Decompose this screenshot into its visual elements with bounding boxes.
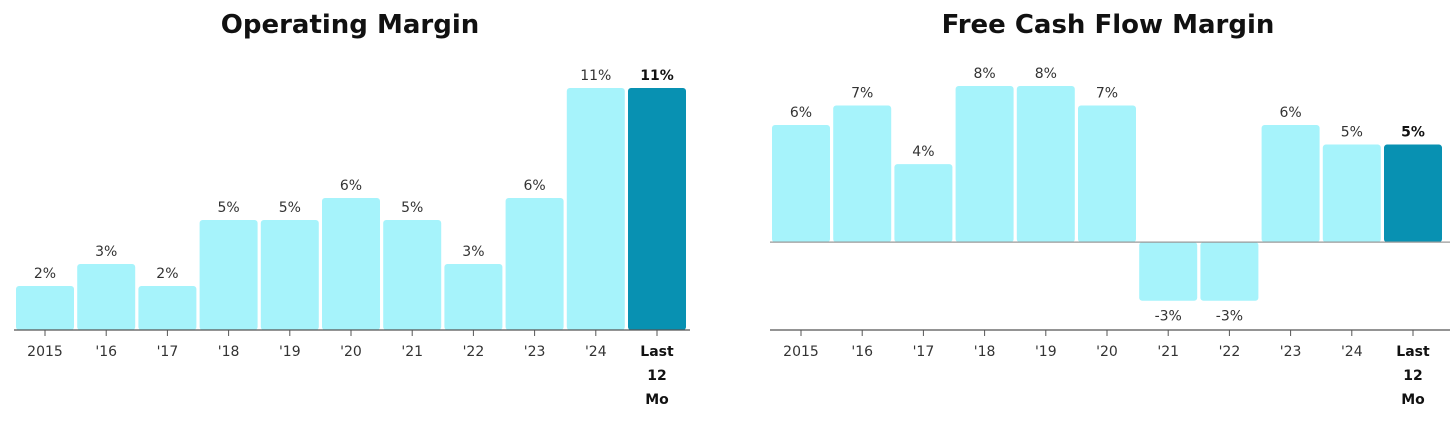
tick-label-7: '22 — [1219, 344, 1241, 360]
tick-label-7: '22 — [463, 344, 485, 360]
bar-10 — [628, 88, 686, 330]
chart-title: Free Cash Flow Margin — [941, 10, 1275, 40]
bar-0 — [16, 286, 74, 330]
bar-2 — [138, 286, 197, 330]
value-label-6: -3% — [1155, 309, 1182, 325]
tick-label-9: '24 — [1341, 344, 1363, 360]
free-cash-flow-margin-plot: 6% 2015 7% '16 4% '17 8% '18 8% '19 7% '20 -3% '21 -3%… — [770, 66, 1450, 408]
free-cash-flow-margin-chart: Free Cash Flow Margin 6% 2015 7% '16 4% '17 8%… — [760, 0, 1456, 421]
tick-label-4: '19 — [279, 344, 301, 360]
tick-label-4: '19 — [1035, 344, 1057, 360]
value-label-8: 6% — [523, 178, 545, 194]
bar-6 — [383, 220, 442, 330]
value-label-3: 8% — [973, 66, 995, 82]
value-label-2: 4% — [912, 144, 934, 160]
value-label-5: 7% — [1096, 86, 1118, 102]
value-label-0: 6% — [790, 105, 812, 121]
value-label-9: 11% — [580, 68, 611, 84]
tick-label-2: '17 — [913, 344, 935, 360]
value-label-4: 8% — [1035, 66, 1057, 82]
tick-label-8: '23 — [524, 344, 546, 360]
operating-margin-chart: Operating Margin 2% 2015 3% '16 2% '17 5% '18 5%… — [0, 0, 700, 421]
tick-label-10: Last 12 Mo — [1396, 344, 1430, 408]
tick-label-6: '21 — [1157, 344, 1179, 360]
tick-label-1: '16 — [851, 344, 873, 360]
bar-5 — [322, 198, 380, 330]
value-label-5: 6% — [340, 178, 362, 194]
bar-8 — [1261, 125, 1320, 243]
tick-label-8: '23 — [1280, 344, 1302, 360]
tick-label-6: '21 — [401, 344, 423, 360]
bar-8 — [505, 198, 564, 330]
bar-3 — [199, 220, 258, 330]
value-label-10: 5% — [1401, 125, 1425, 141]
bar-7 — [1200, 242, 1259, 301]
tick-label-0: 2015 — [783, 344, 819, 360]
value-label-3: 5% — [217, 200, 239, 216]
value-label-2: 2% — [156, 266, 178, 282]
value-label-1: 3% — [95, 244, 117, 260]
value-label-8: 6% — [1279, 105, 1301, 121]
tick-label-3: '18 — [218, 344, 240, 360]
tick-label-2: '17 — [157, 344, 179, 360]
bar-9 — [1322, 144, 1381, 243]
value-label-0: 2% — [34, 266, 56, 282]
bar-1 — [833, 105, 892, 243]
bar-6 — [1139, 242, 1198, 301]
bar-4 — [1016, 86, 1075, 243]
bar-0 — [772, 125, 830, 243]
tick-label-10: Last 12 Mo — [640, 344, 674, 408]
bar-9 — [566, 88, 625, 330]
value-label-7: -3% — [1216, 309, 1243, 325]
bar-1 — [77, 264, 136, 330]
bar-7 — [444, 264, 503, 330]
chart-title: Operating Margin — [220, 10, 480, 40]
value-label-7: 3% — [462, 244, 484, 260]
value-label-4: 5% — [279, 200, 301, 216]
tick-label-9: '24 — [585, 344, 607, 360]
value-label-1: 7% — [851, 86, 873, 102]
operating-margin-plot: 2% 2015 3% '16 2% '17 5% '18 5% '19 6% '20 5% '21 3% '2… — [14, 68, 690, 408]
bar-2 — [894, 164, 953, 243]
tick-label-5: '20 — [1096, 344, 1118, 360]
value-label-9: 5% — [1341, 125, 1363, 141]
bar-5 — [1078, 105, 1136, 243]
tick-label-5: '20 — [340, 344, 362, 360]
tick-label-3: '18 — [974, 344, 996, 360]
tick-label-0: 2015 — [27, 344, 63, 360]
tick-label-1: '16 — [95, 344, 117, 360]
bar-3 — [955, 86, 1014, 243]
value-label-10: 11% — [640, 68, 674, 84]
bar-10 — [1384, 144, 1442, 243]
value-label-6: 5% — [401, 200, 423, 216]
bar-4 — [260, 220, 319, 330]
